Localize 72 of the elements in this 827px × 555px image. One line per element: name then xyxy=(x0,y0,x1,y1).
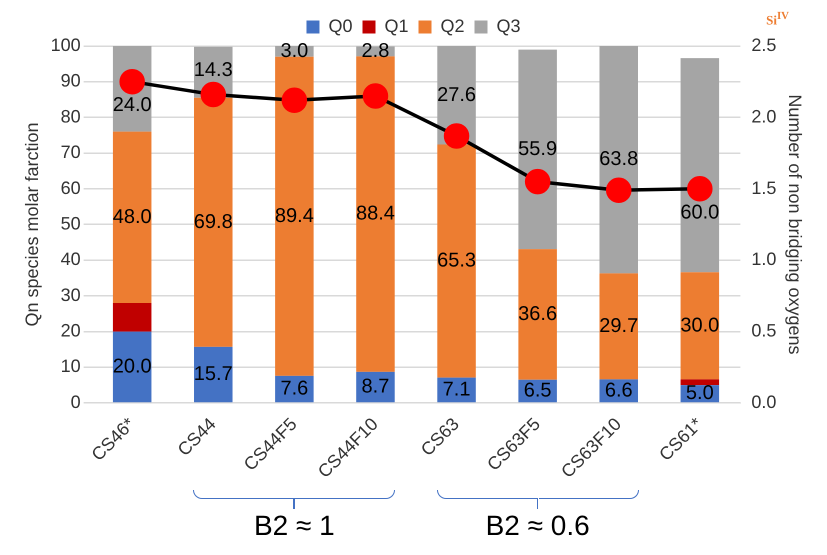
y-tick-label: 100 xyxy=(50,34,81,55)
data-label: 20.0 xyxy=(112,355,152,378)
legend-label: Q0 xyxy=(328,16,352,36)
bar xyxy=(518,50,557,250)
data-label: 8.7 xyxy=(362,376,390,398)
data-label: 69.8 xyxy=(194,210,233,233)
y-tick-label: 50 xyxy=(60,213,81,234)
data-label: 24.0 xyxy=(112,94,152,116)
y-tick-label: 30 xyxy=(60,284,81,305)
data-label: 5.0 xyxy=(686,382,714,404)
text: B2 ≈ 0.6 xyxy=(484,510,591,542)
point xyxy=(200,82,226,108)
data-label: 55.9 xyxy=(518,138,558,160)
y-tick-label: 60 xyxy=(60,178,81,198)
data-label: 36.6 xyxy=(518,302,558,325)
bar xyxy=(112,303,152,332)
point xyxy=(444,123,470,149)
y-tick-label: 10 xyxy=(60,356,81,376)
y-tick-label: 20 xyxy=(60,320,81,341)
y2-tick-label: 1.5 xyxy=(751,178,776,198)
bar xyxy=(356,56,395,372)
data-label: 30.0 xyxy=(680,314,720,336)
point xyxy=(524,168,550,194)
y2-axis-title: Number of non bridging oxygens xyxy=(785,94,806,355)
y-axis-title: Qn species molar farction xyxy=(22,122,42,327)
y-tick-label: 40 xyxy=(60,249,81,270)
y-tick-label: 0 xyxy=(70,392,81,412)
legend-label: Q3 xyxy=(496,16,521,36)
data-label: 65.3 xyxy=(437,250,476,272)
bar xyxy=(275,56,314,376)
bar xyxy=(437,144,476,378)
y2-tick-label: 1.0 xyxy=(751,249,776,270)
data-label: 6.5 xyxy=(524,379,552,402)
bar xyxy=(194,346,233,402)
point xyxy=(687,176,713,202)
data-label: 63.8 xyxy=(599,148,638,170)
legend-label: Q2 xyxy=(440,16,465,36)
text: Si$^{IV}$ xyxy=(766,10,789,28)
data-label: 27.6 xyxy=(437,84,476,106)
y-tick-label: 80 xyxy=(60,106,81,126)
bar xyxy=(680,272,720,380)
legend-label: Q1 xyxy=(384,16,409,36)
y-tick-label: 90 xyxy=(60,70,81,91)
y2-tick-label: 0.5 xyxy=(751,320,776,341)
data-label: 60.0 xyxy=(680,201,720,224)
data-label: 88.4 xyxy=(356,202,395,225)
y2-tick-label: 2.0 xyxy=(751,106,776,126)
data-label: 48.0 xyxy=(112,206,152,228)
bar xyxy=(680,379,720,386)
data-label: 7.6 xyxy=(280,378,308,400)
data-label: 3.0 xyxy=(280,40,308,62)
data-label: 14.3 xyxy=(194,59,233,82)
y-tick-label: 70 xyxy=(60,142,81,162)
y2-tick-label: 0.0 xyxy=(751,392,776,412)
bar xyxy=(599,46,638,274)
text: B2 ≈ 1 xyxy=(252,510,336,542)
point xyxy=(606,177,632,203)
point xyxy=(282,88,308,114)
bar xyxy=(194,98,233,347)
bar xyxy=(112,332,152,402)
data-label: 2.8 xyxy=(362,40,390,62)
bar xyxy=(680,58,720,272)
bar xyxy=(599,273,638,380)
data-label: 29.7 xyxy=(599,314,638,337)
point xyxy=(362,83,388,109)
bar xyxy=(518,249,557,380)
data-label: 89.4 xyxy=(274,204,314,227)
data-label: 7.1 xyxy=(442,378,470,400)
data-label: 6.6 xyxy=(604,379,633,402)
data-label: 15.7 xyxy=(194,363,233,386)
y2-tick-label: 2.5 xyxy=(751,34,776,55)
bar xyxy=(112,132,152,304)
